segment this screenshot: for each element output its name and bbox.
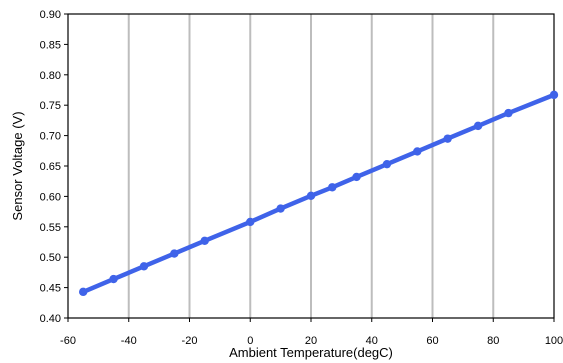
x-tick-label: -60 [60, 335, 76, 347]
data-point [413, 147, 422, 156]
series-line [80, 92, 557, 295]
y-tick-label: 0.70 [40, 131, 61, 143]
data-point [306, 191, 316, 200]
y-axis-title: Sensor Voltage (V) [10, 111, 25, 220]
data-point [504, 108, 513, 118]
y-axis: 0.40 0.45 0.50 0.55 0.60 0.65 0.70 0.75 0.80 0.85… [40, 9, 68, 325]
y-tick-label: 0.85 [40, 39, 61, 51]
data-point [200, 236, 209, 245]
y-tick-label: 0.75 [40, 100, 61, 112]
data-point [382, 159, 392, 169]
x-tick-label: 100 [545, 335, 563, 347]
y-tick-label: 0.90 [40, 9, 61, 21]
x-tick-label: 40 [366, 335, 378, 347]
y-tick-label: 0.40 [40, 313, 61, 325]
data-point [246, 217, 255, 227]
x-tick-label: -20 [182, 335, 198, 347]
data-point [109, 274, 118, 284]
data-point [170, 249, 179, 258]
x-tick-label: 0 [247, 335, 253, 347]
y-tick-label: 0.80 [40, 70, 61, 82]
data-point [276, 204, 285, 213]
y-tick-label: 0.65 [40, 161, 61, 173]
data-point [328, 183, 337, 192]
x-tick-label: 60 [426, 335, 438, 347]
data-point [549, 90, 559, 100]
data-point [139, 262, 149, 271]
data-point [78, 287, 88, 297]
data-point [352, 172, 361, 182]
y-tick-label: 0.45 [40, 283, 61, 295]
x-tick-label: 80 [487, 335, 499, 347]
x-tick-label: -40 [121, 335, 137, 347]
data-point [443, 134, 452, 143]
x-axis-title: Ambient Temperature(degC) [229, 345, 393, 360]
x-tick-label: 20 [305, 335, 317, 347]
y-tick-label: 0.55 [40, 222, 61, 234]
x-axis: -60 -40 -20 0 20 40 60 80 100 [60, 318, 563, 347]
grid-lines [127, 14, 495, 318]
data-point [473, 121, 483, 131]
y-tick-label: 0.60 [40, 191, 61, 203]
data-points [78, 90, 559, 297]
y-tick-label: 0.50 [40, 252, 61, 264]
